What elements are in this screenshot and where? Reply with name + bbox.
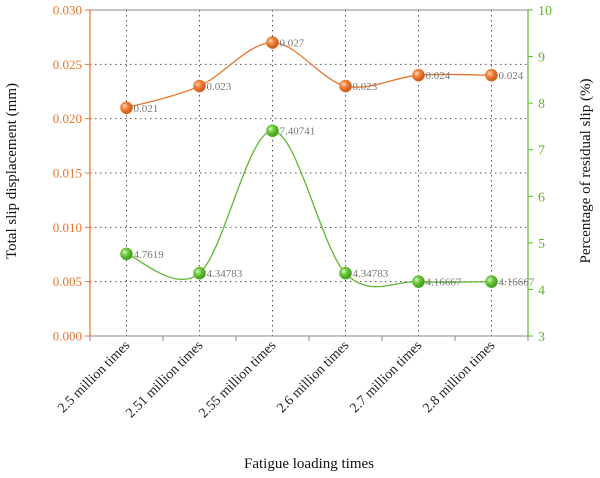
data-label-left: 0.021: [134, 103, 159, 115]
x-tick-label: 2.51 million times: [123, 338, 206, 421]
left-tick-label: 0.005: [53, 274, 82, 289]
right-tick-label: 7: [538, 144, 545, 159]
right-tick-label: 4: [538, 283, 545, 298]
left-tick-label: 0.025: [53, 57, 82, 72]
left-tick-label: 0.000: [53, 329, 82, 344]
right-y-axis-title: Percentage of residual slip (%): [578, 79, 594, 264]
right-tick-label: 8: [538, 97, 545, 112]
x-tick-label: 2.55 million times: [196, 338, 279, 421]
x-tick-label: 2.5 million times: [55, 338, 133, 416]
left-y-axis-title: Total slip displacement (mm): [4, 83, 20, 259]
x-tick-label: 2.8 million times: [420, 338, 498, 416]
grid-lines: [90, 10, 528, 336]
data-label-right: 4.16667: [426, 277, 462, 289]
left-tick-label: 0.020: [53, 111, 82, 126]
data-point-left: [194, 80, 206, 92]
data-label-right: 4.16667: [499, 277, 535, 289]
data-point-right: [413, 276, 425, 288]
data-point-right: [267, 125, 279, 137]
data-point-right: [486, 276, 498, 288]
data-label-right: 7.40741: [280, 126, 316, 138]
left-tick-label: 0.030: [53, 3, 82, 18]
data-point-left: [267, 37, 279, 49]
right-tick-label: 3: [538, 330, 545, 345]
data-point-left: [340, 80, 352, 92]
data-point-right: [121, 248, 133, 260]
series-group: 0.021 0.023 0.027 0.023 0.024 0.024 4.7619 4.34…: [121, 37, 535, 289]
data-label-left: 0.024: [426, 70, 451, 82]
data-label-right: 4.34783: [353, 268, 389, 280]
data-label-left: 0.023: [207, 81, 232, 93]
left-tick-label: 0.010: [53, 220, 82, 235]
data-point-right: [340, 267, 352, 279]
x-axis-title: Fatigue loading times: [244, 456, 374, 472]
data-point-left: [486, 69, 498, 81]
left-tick-label: 0.015: [53, 166, 82, 181]
series-left: 0.021 0.023 0.027 0.023 0.024 0.024: [121, 37, 524, 115]
right-tick-label: 5: [538, 237, 545, 252]
series-right: 4.7619 4.34783 7.40741 4.34783 4.16667 4.1666…: [121, 125, 535, 289]
data-point-left: [413, 69, 425, 81]
tick-labels: 0.000 0.005 0.010 0.015 0.020 0.025 0.030 3 4 5 6 7…: [53, 3, 552, 422]
x-tick-label: 2.6 million times: [274, 338, 352, 416]
series-line-right: [127, 131, 492, 287]
data-point-right: [194, 267, 206, 279]
data-label-left: 0.023: [353, 81, 378, 93]
right-tick-label: 9: [538, 51, 545, 66]
data-label-left: 0.027: [280, 38, 305, 50]
axes: [85, 10, 533, 341]
data-point-left: [121, 102, 133, 114]
data-label-right: 4.7619: [134, 249, 165, 261]
right-tick-label: 10: [538, 4, 552, 19]
right-tick-label: 6: [538, 190, 545, 205]
data-label-right: 4.34783: [207, 268, 243, 280]
x-tick-label: 2.7 million times: [347, 338, 425, 416]
data-label-left: 0.024: [499, 70, 524, 82]
